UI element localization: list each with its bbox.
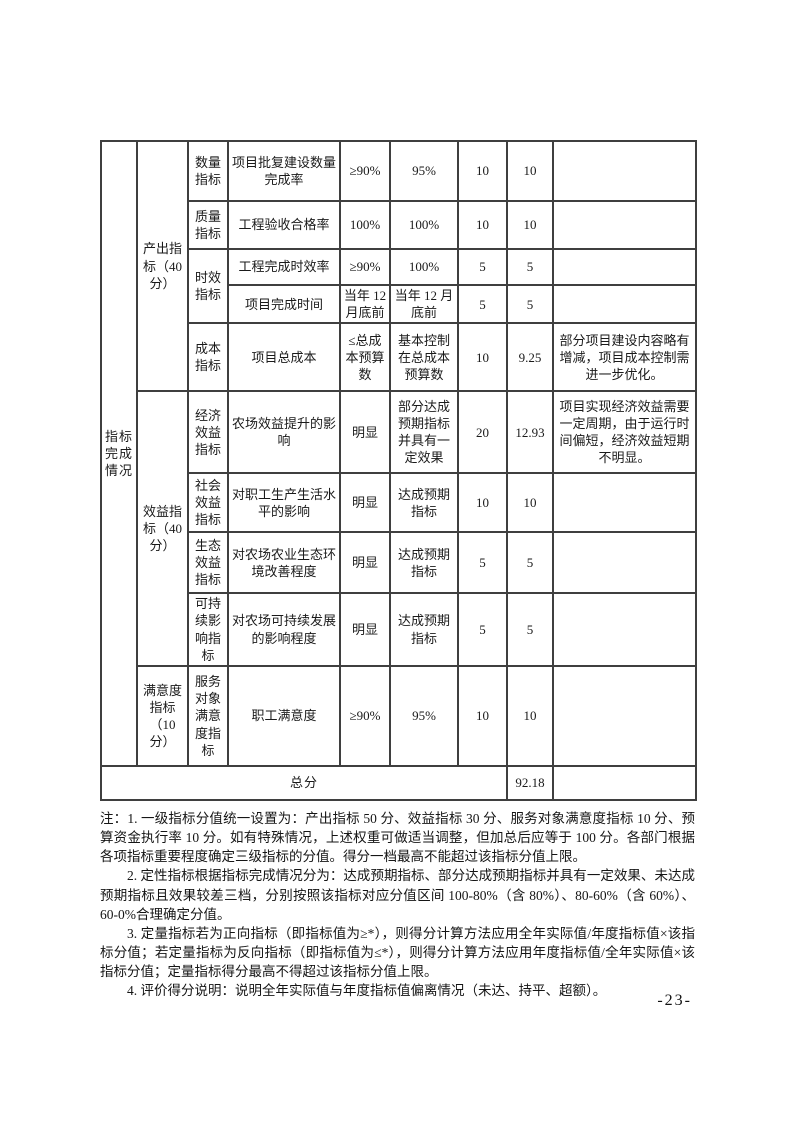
cell-remark: 项目实现经济效益需要一定周期，由于运行时间偏短，经济效益短期不明显。 xyxy=(552,390,697,475)
cell-actual-value: 当年 12 月底前 xyxy=(389,283,459,325)
cell-indicator-name: 项目总成本 xyxy=(227,322,341,393)
cell-score: 5 xyxy=(506,248,554,286)
table-row: 成本指标 项目总成本 ≤总成本预算数 基本控制在总成本预算数 10 9.25 部… xyxy=(101,322,697,393)
footnotes: 注：1. 一级指标分值统一设置为：产出指标 50 分、效益指标 30 分、服务对… xyxy=(100,809,695,1001)
cell-target-value: 明显 xyxy=(339,472,391,534)
page-number: -23- xyxy=(657,992,692,1009)
cell-indicator-name: 工程验收合格率 xyxy=(227,200,341,250)
cell-category: 数量指标 xyxy=(187,140,229,202)
cell-remark xyxy=(552,472,697,534)
cell-indicator-name: 对职工生产生活水平的影响 xyxy=(227,472,341,534)
cell-target-value: 明显 xyxy=(339,592,391,667)
cell-max-score: 10 xyxy=(457,472,508,534)
cell-actual-value: 达成预期指标 xyxy=(389,472,459,534)
total-score-cell: 92.18 xyxy=(506,764,554,801)
cell-target-value: ≤总成本预算数 xyxy=(339,322,391,393)
cell-max-score: 10 xyxy=(457,140,508,202)
cell-remark xyxy=(552,283,697,325)
cell-remark xyxy=(552,140,697,202)
table-row: 生态效益指标 对农场农业生态环境改善程度 明显 达成预期指标 5 5 xyxy=(101,531,697,595)
cell-target-value: ≥90% xyxy=(339,248,391,286)
cell-indicator-name: 项目批复建设数量完成率 xyxy=(227,140,341,202)
cell-score: 10 xyxy=(506,664,554,767)
cell-remark xyxy=(552,248,697,286)
cell-remark xyxy=(552,664,697,767)
cell-category: 生态效益指标 xyxy=(187,531,229,595)
group-satisfaction-indicators: 满意度指标（10分） xyxy=(136,664,189,767)
group-output-indicators: 产出指标（40分） xyxy=(136,139,189,393)
table-row: 效益指标（40分） 经济效益指标 农场效益提升的影响 明显 部分达成预期指标并具… xyxy=(101,390,697,667)
cell-actual-value: 100% xyxy=(389,248,459,286)
cell-remark xyxy=(552,200,697,250)
cell-max-score: 5 xyxy=(457,248,508,286)
table-row: 时效指标 工程完成时效率 ≥90% 100% 5 5 xyxy=(101,247,697,325)
cell-score: 5 xyxy=(506,283,554,325)
cell-score: 12.93 xyxy=(506,390,554,475)
cell-category: 成本指标 xyxy=(187,322,229,393)
cell-category: 可持续影响指标 xyxy=(187,592,229,667)
footnote-2: 2. 定性指标根据指标完成情况分为：达成预期指标、部分达成预期指标并具有一定效果… xyxy=(100,868,695,922)
table-row: 项目完成时间 当年 12 月底前 当年 12 月底前 5 5 xyxy=(101,283,697,325)
cell-remark xyxy=(552,531,697,595)
performance-evaluation-table: 指标完成情况 产出指标（40分） 数量指标 项目批复建设数量完成率 ≥90% 9… xyxy=(100,139,697,801)
total-remark-cell xyxy=(552,764,697,801)
cell-max-score: 5 xyxy=(457,531,508,595)
cell-max-score: 5 xyxy=(457,283,508,325)
cell-max-score: 10 xyxy=(457,322,508,393)
total-label-cell: 总分 xyxy=(100,764,508,801)
cell-category: 服务对象满意度指标 xyxy=(187,664,229,767)
cell-score: 10 xyxy=(506,140,554,202)
cell-category: 质量指标 xyxy=(187,200,229,250)
cell-target-value: 100% xyxy=(339,200,391,250)
cell-max-score: 10 xyxy=(457,664,508,767)
cell-category: 时效指标 xyxy=(187,247,229,325)
table-row: 指标完成情况 产出指标（40分） 数量指标 项目批复建设数量完成率 ≥90% 9… xyxy=(100,139,697,767)
cell-indicator-name: 职工满意度 xyxy=(227,664,341,767)
row-header-indicator-completion: 指标完成情况 xyxy=(100,140,138,767)
footnote-3: 3. 定量指标若为正向指标（即指标值为≥*），则得分计算方法应用全年实际值/年度… xyxy=(100,925,695,980)
cell-indicator-name: 工程完成时效率 xyxy=(227,248,341,286)
cell-score: 10 xyxy=(506,472,554,534)
footnote-1: 注：1. 一级指标分值统一设置为：产出指标 50 分、效益指标 30 分、服务对… xyxy=(100,810,695,865)
cell-indicator-name: 项目完成时间 xyxy=(227,283,341,325)
cell-remark: 部分项目建设内容略有增减，项目成本控制需进一步优化。 xyxy=(552,322,697,393)
cell-actual-value: 达成预期指标 xyxy=(389,531,459,595)
total-row: 总分 92.18 xyxy=(100,764,697,801)
cell-actual-value: 部分达成预期指标并具有一定效果 xyxy=(389,390,459,475)
cell-actual-value: 95% xyxy=(389,664,459,767)
cell-target-value: ≥90% xyxy=(339,140,391,202)
table-row: 社会效益指标 对职工生产生活水平的影响 明显 达成预期指标 10 10 xyxy=(101,472,697,534)
cell-target-value: 明显 xyxy=(339,390,391,475)
cell-score: 10 xyxy=(506,200,554,250)
cell-indicator-name: 对农场农业生态环境改善程度 xyxy=(227,531,341,595)
table-row: 满意度指标（10分） 服务对象满意度指标 职工满意度 ≥90% 95% 10 1… xyxy=(101,664,697,767)
table-row: 质量指标 工程验收合格率 100% 100% 10 10 xyxy=(101,200,697,250)
cell-indicator-name: 对农场可持续发展的影响程度 xyxy=(227,592,341,667)
cell-score: 9.25 xyxy=(506,322,554,393)
cell-actual-value: 100% xyxy=(389,200,459,250)
cell-max-score: 20 xyxy=(457,390,508,475)
table-row: 可持续影响指标 对农场可持续发展的影响程度 明显 达成预期指标 5 5 xyxy=(101,592,697,667)
cell-actual-value: 95% xyxy=(389,140,459,202)
footnote-4: 4. 评价得分说明：说明全年实际值与年度指标值偏离情况（未达、持平、超额）。 xyxy=(127,983,607,999)
cell-max-score: 10 xyxy=(457,200,508,250)
cell-category: 经济效益指标 xyxy=(187,390,229,475)
cell-indicator-name: 农场效益提升的影响 xyxy=(227,390,341,475)
page-content: 指标完成情况 产出指标（40分） 数量指标 项目批复建设数量完成率 ≥90% 9… xyxy=(100,139,697,1001)
cell-target-value: 明显 xyxy=(339,531,391,595)
group-benefit-indicators: 效益指标（40分） xyxy=(136,390,189,667)
cell-score: 5 xyxy=(506,592,554,667)
cell-max-score: 5 xyxy=(457,592,508,667)
cell-target-value: 当年 12 月底前 xyxy=(339,283,391,325)
cell-target-value: ≥90% xyxy=(339,664,391,767)
cell-actual-value: 基本控制在总成本预算数 xyxy=(389,322,459,393)
cell-actual-value: 达成预期指标 xyxy=(389,592,459,667)
cell-category: 社会效益指标 xyxy=(187,472,229,534)
cell-remark xyxy=(552,592,697,667)
cell-score: 5 xyxy=(506,531,554,595)
